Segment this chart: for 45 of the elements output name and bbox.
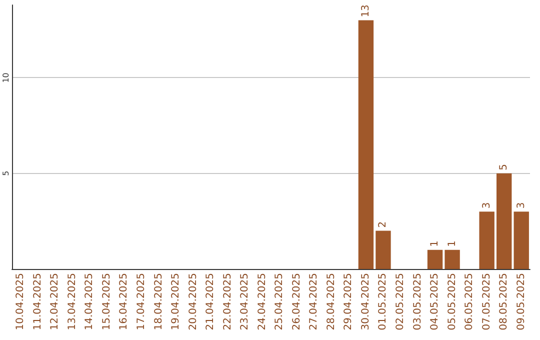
data-label: 3 xyxy=(516,202,527,209)
bar xyxy=(376,230,391,269)
x-tick-label: 10.04.2025 xyxy=(15,273,26,330)
x-tick-label: 27.04.2025 xyxy=(308,273,320,330)
x-tick-label: 13.04.2025 xyxy=(66,273,78,330)
x-tick-label: 04.05.2025 xyxy=(430,273,441,330)
data-label: 2 xyxy=(378,221,389,228)
bar xyxy=(427,250,443,269)
x-tick-label: 19.04.2025 xyxy=(170,273,182,330)
data-label: 13 xyxy=(360,4,372,18)
x-tick-label: 29.04.2025 xyxy=(343,273,354,330)
x-tick-label: 15.04.2025 xyxy=(101,273,112,330)
x-tick-label: 12.04.2025 xyxy=(50,273,61,330)
x-tick-label: 28.04.2025 xyxy=(326,273,337,330)
bar xyxy=(444,250,460,269)
x-tick-label: 25.04.2025 xyxy=(274,273,286,330)
x-tick-label: 30.04.2025 xyxy=(360,273,372,330)
data-label: 3 xyxy=(481,202,492,209)
x-tick-label: 06.05.2025 xyxy=(464,273,476,330)
x-tick-label: 22.04.2025 xyxy=(222,273,234,330)
x-tick-label: 20.04.2025 xyxy=(188,273,199,330)
y-tick-label: 10 xyxy=(2,72,10,83)
x-tick-label: 24.04.2025 xyxy=(256,273,268,330)
x-tick-label: 05.05.2025 xyxy=(446,273,458,330)
x-tick-label: 07.05.2025 xyxy=(481,273,492,330)
bar xyxy=(514,212,529,269)
x-tick-label: 21.04.2025 xyxy=(205,273,216,330)
bar xyxy=(496,173,512,269)
data-label: 1 xyxy=(446,240,458,247)
x-tick-label: 02.05.2025 xyxy=(395,273,406,330)
x-tick-label: 26.04.2025 xyxy=(291,273,302,330)
x-tick-label: 09.05.2025 xyxy=(516,273,527,330)
x-tick-label: 18.04.2025 xyxy=(153,273,164,330)
bar xyxy=(479,212,494,269)
x-tick-label: 08.05.2025 xyxy=(498,273,510,330)
x-tick-label: 03.05.2025 xyxy=(412,273,424,330)
x-tick-label: 14.04.2025 xyxy=(84,273,96,330)
x-tick-label: 11.04.2025 xyxy=(32,273,44,330)
x-tick-label: 01.05.2025 xyxy=(378,273,389,330)
bar xyxy=(358,20,374,269)
data-label: 1 xyxy=(430,240,441,247)
x-tick-label: 23.04.2025 xyxy=(240,273,251,330)
data-label: 5 xyxy=(498,164,510,170)
x-tick-label: 16.04.2025 xyxy=(118,273,130,330)
x-tick-label: 17.04.2025 xyxy=(136,273,147,330)
